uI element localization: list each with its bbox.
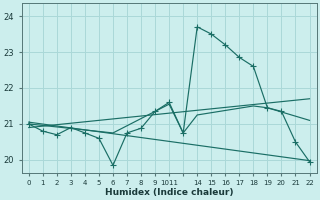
X-axis label: Humidex (Indice chaleur): Humidex (Indice chaleur) <box>105 188 233 197</box>
